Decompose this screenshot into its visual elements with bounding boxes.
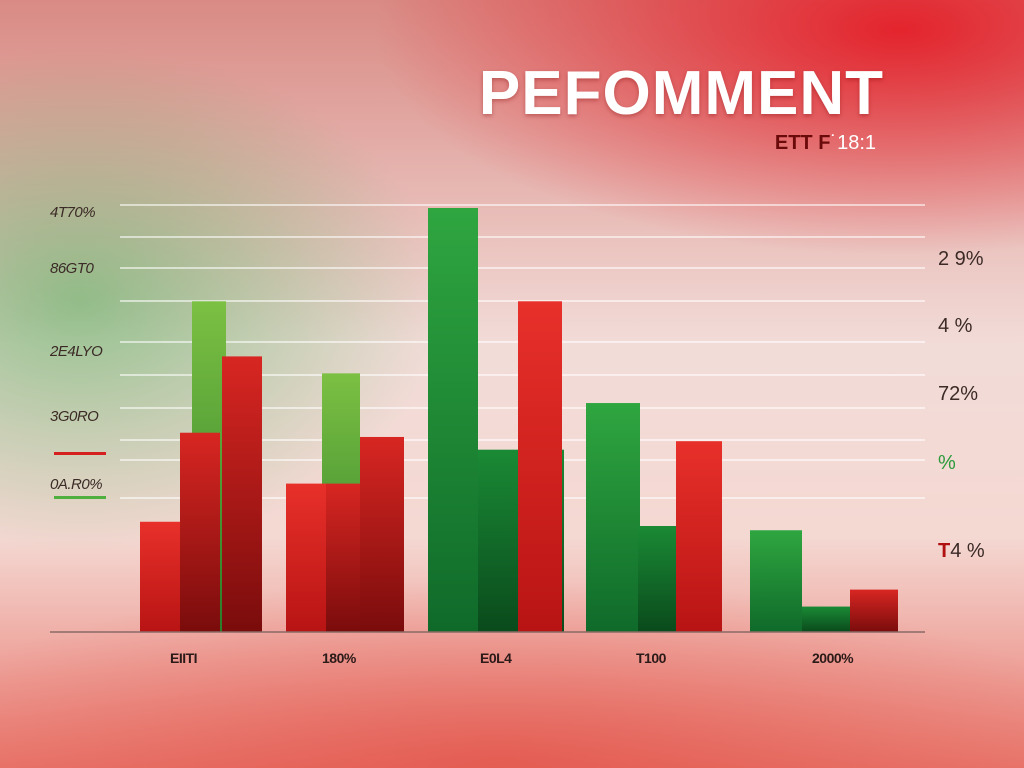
left-tick-label: 3G0RO [50, 408, 99, 425]
right-tick-label: 4 % [938, 315, 973, 337]
right-tick-label: 2 9% [938, 248, 984, 270]
x-tick-label: EIITI [170, 650, 198, 666]
x-tick-label: E0L4 [480, 650, 512, 666]
chart-title: PEFOMMENT [478, 59, 884, 128]
subtitle-light: ˙18:1 [830, 132, 876, 154]
bar-4-red [850, 589, 898, 632]
right-tick-label: 72% [938, 383, 979, 405]
left-tick-label: 4T70% [50, 204, 96, 221]
bar-2-red [518, 301, 562, 632]
legend-swatch-red [54, 452, 106, 455]
subtitle-dark: ETT F [774, 132, 831, 154]
bar-1-1 [326, 483, 362, 632]
bar-4-3 [802, 606, 852, 632]
bar-1-0 [286, 483, 326, 632]
bar-1-3 [360, 436, 404, 632]
right-tick-label: % [938, 452, 956, 474]
bar-3-2 [586, 403, 640, 632]
right-tick-highlight: T [938, 540, 951, 562]
bar-0-3 [222, 356, 262, 632]
bar-4-2 [750, 530, 802, 632]
bar-2-2 [428, 208, 478, 632]
bar-0-1 [180, 432, 220, 632]
bars [140, 208, 898, 632]
bar-0-0 [140, 521, 182, 632]
left-tick-label: 0A.R0% [50, 476, 103, 493]
bar-3-red [676, 441, 722, 632]
x-tick-label: 180% [322, 650, 356, 666]
legend-swatch-green [54, 496, 106, 499]
x-tick-label: 2000% [812, 650, 854, 666]
right-tick-text: 4 % [950, 540, 985, 562]
left-tick-label: 2E4LYO [50, 343, 103, 360]
x-tick-label: T100 [636, 650, 666, 666]
left-tick-label: 86GT0 [50, 260, 94, 277]
bar-3-3 [638, 526, 678, 632]
right-tick-label: T4 % [938, 540, 985, 563]
chart-subtitle: ETT F˙18:1 [775, 132, 876, 155]
